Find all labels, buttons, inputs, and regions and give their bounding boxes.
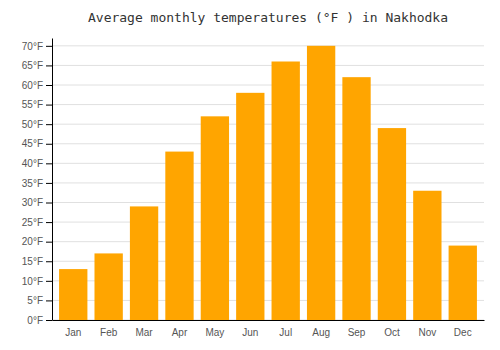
y-tick-label: 10°F [22,276,43,287]
x-tick: Oct [384,327,400,338]
x-tick-label: Feb [100,327,118,338]
y-tick: 70°F [22,41,52,52]
y-tick-label: 55°F [22,99,43,110]
bar [236,93,264,320]
y-tick-label: 65°F [22,60,43,71]
x-tick: Jan [65,327,81,338]
x-tick-label: Dec [454,327,472,338]
y-tick-label: 15°F [22,256,43,267]
x-tick-label: Oct [384,327,400,338]
bar [342,77,370,320]
bar [378,128,406,320]
bar [413,191,441,320]
x-tick: Nov [418,327,436,338]
x-tick: Feb [100,327,118,338]
y-tick-label: 30°F [22,197,43,208]
y-tick-mark [46,105,52,106]
x-tick: Mar [135,327,153,338]
x-tick-label: Mar [135,327,153,338]
y-tick-mark [46,261,52,262]
y-tick: 50°F [22,119,52,130]
y-tick-label: 50°F [22,119,43,130]
y-tick-label: 40°F [22,158,43,169]
y-tick-mark [46,46,52,47]
y-tick-label: 45°F [22,138,43,149]
grid-line [52,143,484,144]
y-tick: 15°F [22,256,52,267]
x-tick: Jun [242,327,258,338]
bar [130,206,158,320]
y-tick-label: 0°F [27,315,43,326]
grid-line [52,182,484,183]
grid-line [52,45,484,46]
y-tick-label: 70°F [22,41,43,52]
y-tick: 60°F [22,80,52,91]
plot: 0°F 5°F 10°F 15°F 20°F 25°F 30°F 35°F 40°F 45°F 50… [22,39,485,339]
y-tick-label: 35°F [22,178,43,189]
x-tick-label: Jul [279,327,292,338]
grid-line [52,104,484,105]
x-tick: Dec [454,327,472,338]
x-tick: Jul [279,327,292,338]
x-tick-label: Jun [242,327,258,338]
y-tick: 35°F [22,178,52,189]
y-tick: 55°F [22,99,52,110]
bar [201,116,229,320]
x-tick: Aug [312,327,330,338]
x-tick: Sep [348,327,366,338]
y-tick: 40°F [22,158,52,169]
title: Average monthly temperatures (°F ) in Na… [88,10,448,25]
y-tick: 0°F [27,315,52,326]
y-tick: 20°F [22,236,52,247]
y-tick: 65°F [22,60,52,71]
y-tick: 5°F [27,295,52,306]
x-tick-label: May [205,327,224,338]
y-tick-mark [46,163,52,164]
y-tick-mark [46,85,52,86]
bar [307,46,335,320]
y-tick-label: 60°F [22,80,43,91]
y-tick-label: 5°F [27,295,43,306]
y-tick-label: 20°F [22,236,43,247]
x-tick-label: Jan [65,327,81,338]
y-tick-mark [46,242,52,243]
y-tick-mark [46,124,52,125]
bar [59,269,87,320]
x-tick: Apr [172,327,188,338]
y-tick-mark [46,222,52,223]
y-tick-mark [46,65,52,66]
y-tick-mark [46,320,52,321]
y-tick: 10°F [22,276,52,287]
y-tick-label: 25°F [22,217,43,228]
x-tick-label: Aug [312,327,330,338]
grid-line [52,65,484,66]
x-axis: Jan Feb Mar Apr May Jun Jul Aug Sep Oct Nov Dec [53,321,485,339]
y-tick-mark [46,300,52,301]
bar [272,62,300,321]
y-tick: 30°F [22,197,52,208]
bars [59,46,477,320]
y-axis-line [52,39,53,321]
x-tick-label: Apr [172,327,188,338]
y-tick-mark [46,203,52,204]
grid-line [52,124,484,125]
grid-line [52,163,484,164]
x-tick-label: Sep [348,327,366,338]
grid [52,46,484,320]
y-tick-mark [46,144,52,145]
bar [449,246,477,320]
bar [165,152,193,320]
bar [94,253,122,320]
y-tick: 45°F [22,138,52,149]
y-tick: 25°F [22,217,52,228]
grid-line [52,85,484,86]
chart: 0°F 5°F 10°F 15°F 20°F 25°F 30°F 35°F 40°F 45°F 50… [0,0,500,350]
x-tick-label: Nov [418,327,436,338]
x-tick: May [205,327,224,338]
y-tick-mark [46,183,52,184]
y-axis: 0°F 5°F 10°F 15°F 20°F 25°F 30°F 35°F 40°F 45°F 50… [22,39,53,326]
x-axis-line [53,320,485,321]
y-tick-mark [46,281,52,282]
